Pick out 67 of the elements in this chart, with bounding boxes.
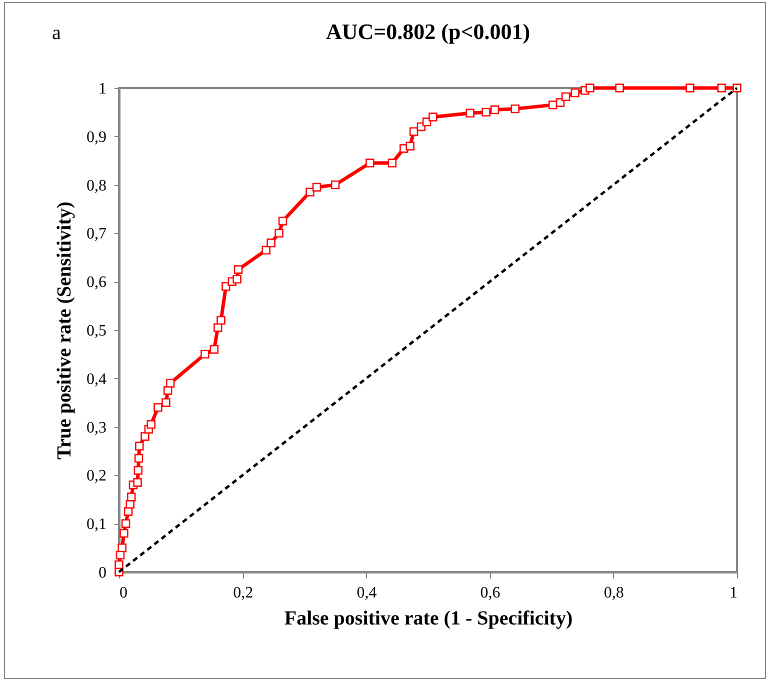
x-tick-label: 1 bbox=[730, 584, 738, 602]
y-tick-label: 0,1 bbox=[86, 516, 106, 534]
y-axis-title: True positive rate (Sensitivity) bbox=[54, 202, 76, 460]
point bbox=[278, 216, 288, 226]
y-tick-label: 0,5 bbox=[86, 322, 106, 340]
point bbox=[274, 228, 284, 238]
y-tick-label: 0 bbox=[98, 564, 106, 582]
point bbox=[134, 466, 143, 475]
y-tick-label: 0,6 bbox=[86, 274, 106, 292]
x-tick-label: 0,2 bbox=[233, 584, 254, 602]
point bbox=[615, 84, 624, 92]
y-tick-label: 0,9 bbox=[86, 128, 106, 146]
point bbox=[490, 105, 500, 114]
x-tick-label: 0 bbox=[120, 584, 128, 602]
point bbox=[162, 398, 170, 407]
point bbox=[232, 274, 242, 284]
point bbox=[133, 478, 142, 487]
y-tick-label: 0,7 bbox=[86, 226, 106, 243]
point bbox=[306, 188, 314, 196]
point bbox=[234, 265, 243, 274]
point bbox=[135, 442, 144, 451]
x-axis-title: False positive rate (1 - Specificity) bbox=[284, 608, 573, 630]
point bbox=[124, 507, 133, 516]
point bbox=[114, 560, 124, 570]
y-tick-label: 1 bbox=[98, 80, 106, 98]
point bbox=[200, 350, 210, 359]
point bbox=[686, 84, 694, 92]
point bbox=[140, 432, 150, 441]
y-tick-label: 0,4 bbox=[86, 370, 106, 388]
point bbox=[510, 104, 520, 114]
point bbox=[586, 84, 594, 92]
point bbox=[127, 492, 136, 502]
point bbox=[556, 98, 565, 107]
point bbox=[409, 127, 418, 136]
y-tick-label: 0,8 bbox=[86, 177, 106, 194]
point bbox=[482, 108, 490, 117]
point bbox=[163, 386, 172, 395]
text: a bbox=[52, 22, 61, 45]
point bbox=[134, 454, 144, 463]
point bbox=[118, 543, 126, 552]
point bbox=[561, 92, 570, 102]
point bbox=[121, 519, 130, 528]
y-tick-label: 0,2 bbox=[86, 468, 106, 485]
x-tick-label: 0,6 bbox=[480, 584, 500, 602]
point bbox=[210, 345, 219, 354]
point bbox=[214, 323, 222, 332]
point bbox=[330, 180, 340, 190]
point bbox=[717, 84, 726, 92]
point bbox=[146, 420, 156, 429]
point bbox=[428, 112, 438, 122]
point bbox=[366, 158, 374, 168]
y-tick-label: 0,3 bbox=[86, 419, 106, 436]
x-tick-label: 0,8 bbox=[604, 584, 624, 602]
point bbox=[570, 88, 580, 98]
point bbox=[120, 528, 128, 538]
point bbox=[466, 108, 474, 118]
point bbox=[216, 316, 226, 325]
point bbox=[548, 100, 558, 110]
point bbox=[266, 238, 276, 248]
point bbox=[166, 378, 175, 388]
point bbox=[154, 403, 162, 412]
x-tick-label: 0,4 bbox=[356, 584, 377, 602]
chart-title: AUC=0.802 (p<0.001) bbox=[326, 19, 530, 44]
point bbox=[262, 246, 270, 254]
point bbox=[388, 158, 397, 168]
point bbox=[312, 182, 322, 192]
point bbox=[406, 142, 414, 150]
